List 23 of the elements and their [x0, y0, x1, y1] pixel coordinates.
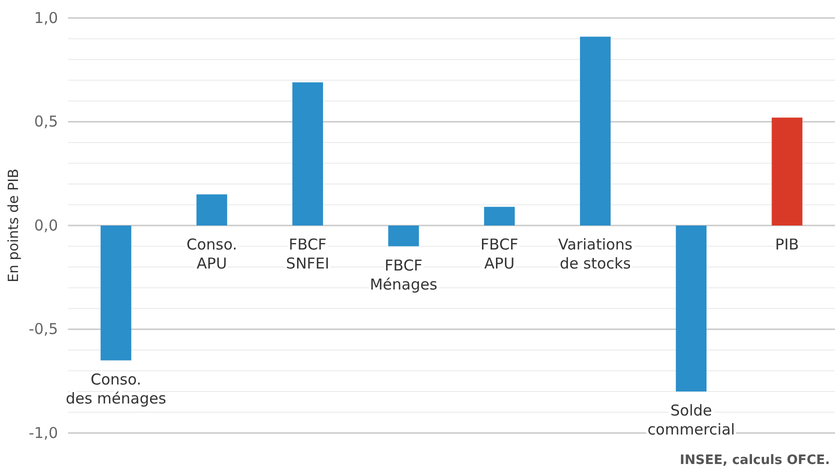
y-axis-title: En points de PIB: [6, 168, 22, 282]
x-tick-label: Variations de stocks: [558, 236, 633, 272]
bar: [292, 82, 324, 226]
bar: [580, 36, 611, 226]
y-tick-label: 0,0: [34, 216, 58, 234]
bar: [484, 206, 515, 226]
y-tick-label: -1,0: [28, 424, 58, 442]
bar: [772, 118, 802, 226]
y-tick-label: 1,0: [34, 8, 58, 27]
x-tick-label: PIB: [775, 236, 799, 254]
text: INSEE, calculs OFCE.: [680, 453, 830, 468]
x-tick-label: Conso. des ménages: [66, 370, 166, 408]
y-tick-label: -0,5: [28, 320, 58, 338]
x-tick-label: FBCF SNFEI: [286, 236, 330, 272]
bar: [388, 226, 419, 246]
x-tick-label: FBCF Ménages: [370, 256, 438, 294]
x-tick-label: FBCF APU: [480, 236, 518, 272]
bar: [676, 226, 707, 392]
bar: [100, 226, 132, 360]
x-tick-label: Conso. APU: [186, 236, 238, 272]
bar: [196, 194, 228, 226]
x-tick-label: Solde commercial: [647, 402, 735, 438]
y-tick-label: 0,5: [34, 112, 58, 131]
